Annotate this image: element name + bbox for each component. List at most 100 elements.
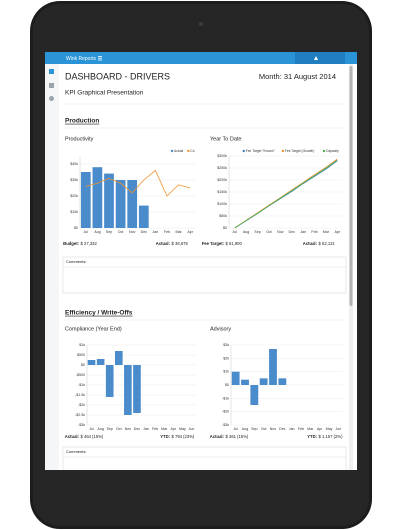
- bar: [115, 180, 126, 228]
- y-tick-label: $1k: [223, 370, 229, 374]
- x-tick-label: Sep: [107, 427, 113, 431]
- y-tick-label: $40k: [70, 162, 78, 166]
- legend-swatch: [242, 149, 245, 153]
- y-tick-label: $10k: [70, 210, 78, 214]
- footer-value: $ 62,131: [319, 241, 336, 246]
- x-tick-label: Jan: [289, 427, 295, 431]
- y-tick-label: -$1.5k: [75, 393, 85, 397]
- x-tick-label: Mar: [323, 230, 330, 234]
- chart-title: Productivity: [65, 136, 94, 142]
- y-tick-label: $0: [225, 383, 229, 387]
- bar: [138, 205, 149, 228]
- legend-swatch: [322, 149, 326, 153]
- bar: [278, 378, 287, 385]
- x-tick-label: Feb: [311, 230, 317, 234]
- chart: Compliance (Year End) $1k $500 $0 -$500 -$1k -…: [65, 326, 196, 439]
- x-tick-label: Jul: [232, 230, 237, 234]
- menu-icon[interactable]: [98, 56, 102, 61]
- x-tick-label: Jan: [300, 230, 306, 234]
- y-tick-label: $150k: [217, 190, 227, 194]
- footer-label: YTD:: [307, 434, 317, 439]
- user-menu[interactable]: [295, 52, 345, 64]
- footer-label: YTD:: [160, 434, 170, 439]
- footer-label: Actual:: [65, 434, 79, 439]
- sidebar-icon[interactable]: [49, 69, 54, 74]
- comments-box: [62, 446, 347, 470]
- x-tick-label: Oct: [261, 427, 267, 431]
- footer-label: Actual:: [156, 241, 170, 246]
- y-tick-label: -$1k: [78, 383, 85, 387]
- legend-label: Co: [190, 149, 194, 153]
- line-series: [234, 159, 338, 229]
- x-tick-label: Dec: [134, 427, 141, 431]
- legend-swatch: [281, 149, 285, 153]
- footer-label: Actual:: [303, 241, 317, 246]
- bar: [133, 365, 141, 413]
- x-tick-label: Nov: [277, 230, 284, 234]
- screen-content: Wink Reports DASHBOARD - DRIVERS Month: …: [45, 52, 357, 470]
- x-tick-label: Jul: [83, 230, 88, 234]
- legend-label: Fee Target (Growth): [285, 149, 314, 153]
- bar: [92, 167, 103, 228]
- chart-title: Advisory: [210, 326, 231, 332]
- footer-value: $ 36,676: [172, 241, 189, 246]
- legend-label: Capacity: [326, 149, 339, 153]
- comments-label: Comments:: [66, 449, 86, 454]
- x-tick-label: May: [326, 427, 333, 431]
- scrollbar-thumb[interactable]: [349, 66, 353, 306]
- bar: [250, 385, 259, 405]
- x-tick-label: Aug: [242, 427, 248, 431]
- top-bar: [45, 52, 357, 64]
- x-tick-label: Apr: [187, 230, 193, 234]
- x-tick-label: Jun: [335, 427, 341, 431]
- footer-value: $ 794 (23%): [172, 434, 195, 439]
- y-tick-label: $200k: [217, 178, 227, 182]
- x-tick-label: Jul: [233, 427, 238, 431]
- bar: [124, 365, 132, 415]
- x-tick-label: Dec: [288, 230, 295, 234]
- bar: [231, 371, 240, 385]
- x-tick-label: Dec: [279, 427, 286, 431]
- sidebar-icon[interactable]: [49, 96, 54, 101]
- bar: [259, 378, 268, 385]
- x-tick-label: Mar: [175, 230, 182, 234]
- y-tick-label: $250k: [217, 166, 227, 170]
- sidebar-icon[interactable]: [49, 83, 54, 88]
- bar: [87, 360, 96, 365]
- x-tick-label: May: [179, 427, 186, 431]
- bar: [127, 180, 138, 228]
- x-tick-label: Nov: [125, 427, 132, 431]
- subtitle: KPI Graphical Presentation: [65, 90, 144, 97]
- chart-title: Year To Date: [210, 136, 242, 142]
- footer-value: $ 1,157 (2%): [319, 434, 344, 439]
- y-tick-label: $50k: [219, 214, 227, 218]
- chart: Productivity $0 $10k $20k $30k $40k Jul Aug Sep O…: [63, 136, 196, 246]
- page-title: DASHBOARD - DRIVERS: [65, 71, 170, 81]
- camera: [198, 21, 204, 27]
- comments-label: Comments:: [66, 259, 86, 264]
- x-tick-label: Feb: [298, 427, 304, 431]
- y-tick-label: -$3k: [78, 423, 85, 427]
- bar: [241, 379, 249, 385]
- x-tick-label: Apr: [317, 427, 323, 431]
- legend-label: Actual: [174, 149, 183, 153]
- y-tick-label: $500: [77, 353, 85, 357]
- y-tick-label: -$2k: [78, 403, 85, 407]
- bar: [269, 349, 277, 385]
- x-tick-label: Aug: [97, 427, 103, 431]
- x-tick-label: Jan: [143, 427, 149, 431]
- x-tick-label: Apr: [335, 230, 341, 234]
- chart: Year To Date $0 $50k $100k $150k $200k $250k $3…: [202, 136, 343, 246]
- sidebar: [45, 64, 59, 470]
- footer-value: $ 361 (15%): [226, 434, 249, 439]
- line-series: [85, 169, 191, 197]
- y-tick-label: $2k: [223, 356, 229, 360]
- x-tick-label: Feb: [164, 230, 170, 234]
- y-tick-label: -$1k: [222, 396, 229, 400]
- bar: [105, 365, 114, 397]
- y-tick-label: $1k: [79, 343, 85, 347]
- y-tick-label: -$2k: [222, 410, 229, 414]
- chart-title: Compliance (Year End): [65, 326, 122, 332]
